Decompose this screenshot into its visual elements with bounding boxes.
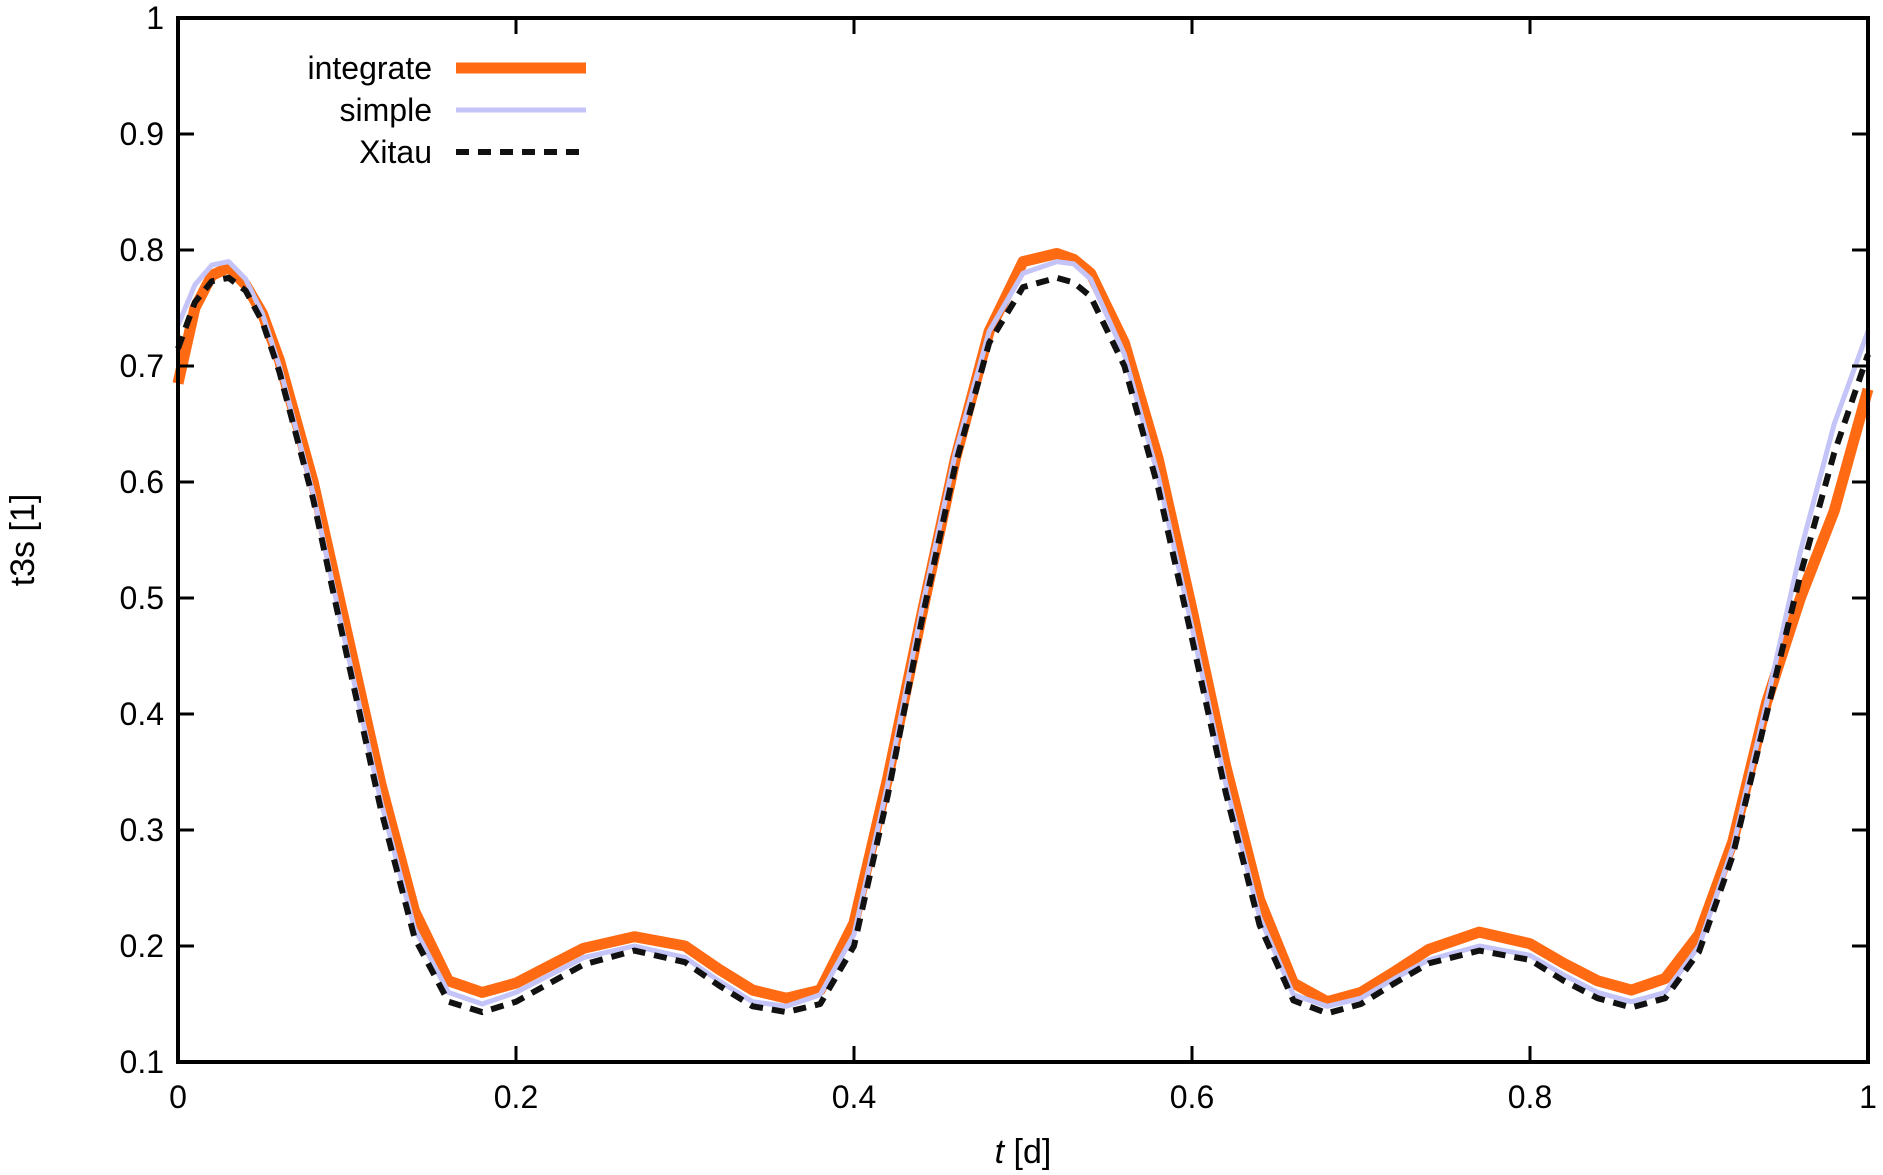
y-tick-label: 0.7: [120, 348, 164, 384]
y-tick-label: 0.9: [120, 116, 164, 152]
x-tick-label: 0.4: [832, 1079, 876, 1115]
x-tick-label: 0.6: [1170, 1079, 1214, 1115]
x-axis-variable: t: [995, 1133, 1006, 1171]
x-tick-label: 0.8: [1508, 1079, 1552, 1115]
y-tick-label: 0.1: [120, 1044, 164, 1080]
tick-layer: 0.1 0.2 0.3 0.4 0.5 0.6 0.7 0.8 0.9 1 0 0.2 0.4 0.6 0.…: [120, 0, 1877, 1115]
series-layer: [172, 248, 1874, 1017]
x-axis-title: t [d]: [995, 1133, 1052, 1171]
y-tick-label: 0.5: [120, 580, 164, 616]
y-tick-label: 0.2: [120, 928, 164, 964]
y-tick-label: 1: [146, 0, 164, 36]
x-tick-label: 0: [169, 1079, 187, 1115]
legend: integrate simple Xitau: [307, 50, 586, 170]
x-tick-label: 0.2: [494, 1079, 538, 1115]
x-tick-label: 1: [1859, 1079, 1877, 1115]
y-tick-label: 0.8: [120, 232, 164, 268]
x-axis-unit: [d]: [1004, 1133, 1051, 1171]
series-line-xitau: [175, 274, 1871, 1017]
legend-label-xitau: Xitau: [359, 134, 432, 170]
y-tick-label: 0.6: [120, 464, 164, 500]
legend-label-integrate: integrate: [307, 50, 432, 86]
legend-label-simple: simple: [340, 92, 432, 128]
plot-frame: [176, 16, 1870, 1064]
y-tick-label: 0.3: [120, 812, 164, 848]
series-line-simple: [175, 259, 1871, 1009]
y-tick-label: 0.4: [120, 696, 164, 732]
y-axis-title: t3s [1]: [4, 494, 42, 587]
